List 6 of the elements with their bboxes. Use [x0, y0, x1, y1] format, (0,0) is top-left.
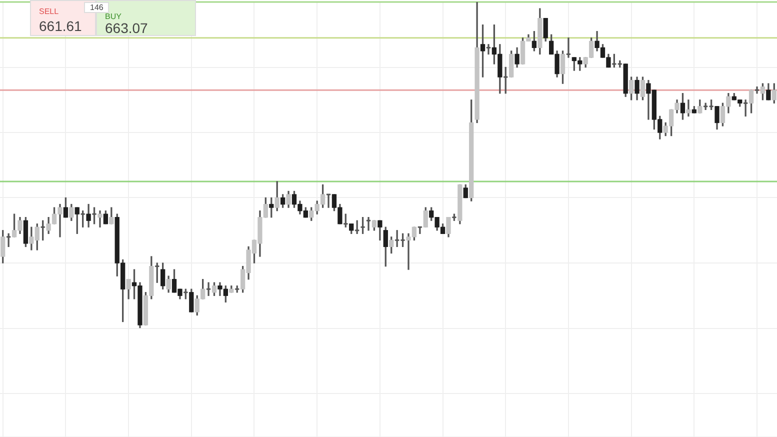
annotation: SELL	[39, 7, 60, 17]
annotation: 661.61	[39, 17, 83, 35]
annotation: BUY	[105, 11, 122, 21]
candlestick	[686, 100, 691, 117]
annotation: 146	[84, 2, 110, 13]
annotation: 663.07	[105, 20, 149, 36]
